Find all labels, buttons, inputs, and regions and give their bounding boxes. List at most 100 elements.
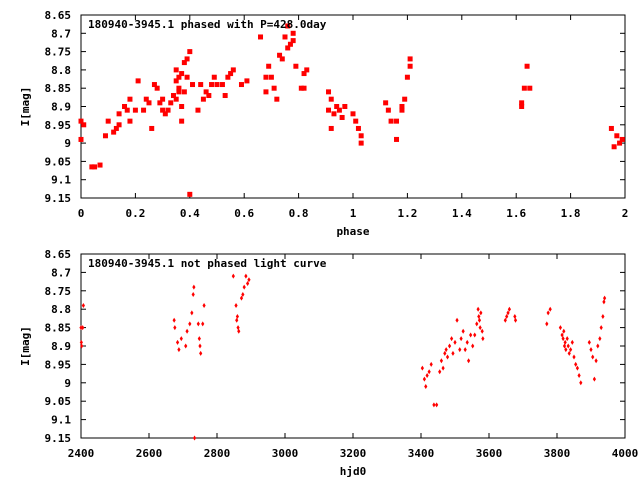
data-point bbox=[165, 107, 171, 113]
data-point bbox=[453, 339, 457, 345]
data-point bbox=[353, 118, 359, 124]
data-point bbox=[388, 118, 394, 124]
data-point bbox=[422, 376, 426, 382]
data-point bbox=[151, 82, 157, 88]
phased-plot-y-tick-label: 9.05 bbox=[45, 155, 72, 168]
data-point bbox=[461, 328, 465, 334]
data-point bbox=[334, 104, 340, 109]
data-point bbox=[201, 321, 205, 327]
phased-plot-y-axis-label: I[mag] bbox=[19, 87, 32, 127]
data-point bbox=[521, 85, 527, 91]
data-point bbox=[445, 354, 450, 360]
data-point bbox=[81, 303, 85, 309]
data-point bbox=[560, 332, 564, 338]
data-point bbox=[326, 107, 332, 113]
unphased-plot-y-tick-label: 8.7 bbox=[51, 266, 71, 279]
data-point bbox=[617, 140, 623, 146]
data-point bbox=[225, 74, 231, 80]
phased-plot-y-tick-label: 8.8 bbox=[51, 64, 71, 77]
phased-plot-ticks: 0 0.2 0.4 0.6 0.8 1 1.2 1.4 1.6 1.8 2 8.65 8.7 8.75 8.… bbox=[45, 9, 629, 220]
data-point bbox=[266, 63, 272, 69]
data-point bbox=[238, 82, 244, 88]
data-point bbox=[192, 435, 197, 441]
data-point bbox=[157, 100, 163, 106]
data-point bbox=[79, 325, 83, 331]
data-point bbox=[78, 136, 84, 142]
unphased-plot-y-tick-label: 8.75 bbox=[45, 285, 72, 298]
data-point bbox=[451, 350, 455, 356]
data-point bbox=[149, 125, 155, 131]
data-point bbox=[175, 339, 180, 345]
data-point bbox=[592, 376, 596, 382]
data-point bbox=[524, 63, 530, 69]
data-point bbox=[355, 125, 361, 131]
data-point bbox=[268, 74, 274, 80]
data-point bbox=[146, 100, 152, 106]
phased-plot-y-tick-label: 9 bbox=[64, 137, 71, 150]
data-point bbox=[473, 332, 477, 338]
unphased-plot-y-tick-label: 9.15 bbox=[45, 432, 72, 445]
data-point bbox=[234, 303, 238, 309]
phased-plot-x-tick-label: 0.6 bbox=[234, 207, 254, 220]
data-point bbox=[197, 336, 201, 342]
data-point bbox=[179, 104, 185, 109]
data-point bbox=[562, 328, 566, 334]
data-point bbox=[228, 71, 234, 77]
data-point bbox=[97, 162, 103, 168]
unphased-plot-x-tick-label: 3800 bbox=[544, 447, 571, 460]
data-point bbox=[513, 317, 518, 323]
data-point bbox=[469, 332, 473, 338]
data-point bbox=[176, 89, 182, 95]
unphased-plot-y-tick-label: 8.85 bbox=[45, 322, 72, 335]
data-point bbox=[402, 96, 408, 102]
data-point bbox=[385, 107, 391, 113]
data-point bbox=[187, 49, 193, 55]
data-point bbox=[394, 118, 400, 124]
data-point bbox=[271, 85, 277, 91]
data-point bbox=[429, 361, 433, 367]
data-point bbox=[432, 402, 436, 408]
data-point bbox=[122, 104, 128, 109]
data-point bbox=[80, 343, 84, 349]
data-point bbox=[596, 343, 600, 349]
data-point bbox=[181, 89, 187, 95]
data-point bbox=[177, 347, 181, 353]
data-point bbox=[399, 104, 405, 109]
data-point bbox=[298, 85, 304, 91]
unphased-plot-y-axis-label: I[mag] bbox=[19, 326, 32, 366]
data-point bbox=[562, 343, 567, 349]
data-point bbox=[162, 111, 168, 117]
data-point bbox=[195, 107, 201, 113]
phased-plot-x-tick-label: 1.8 bbox=[561, 207, 581, 220]
data-point bbox=[200, 96, 206, 102]
data-point bbox=[328, 96, 334, 102]
data-point bbox=[172, 317, 176, 323]
phased-plot-y-tick-label: 9.1 bbox=[51, 174, 71, 187]
data-point bbox=[476, 306, 480, 312]
phased-plot-x-tick-label: 1 bbox=[350, 207, 357, 220]
data-point bbox=[505, 314, 509, 320]
data-point bbox=[471, 343, 475, 349]
data-point bbox=[239, 295, 244, 301]
data-point bbox=[301, 85, 307, 91]
data-point bbox=[141, 107, 147, 113]
data-point bbox=[282, 34, 288, 40]
phased-plot-y-tick-label: 9.15 bbox=[45, 192, 72, 205]
data-point bbox=[173, 67, 179, 73]
data-point bbox=[447, 343, 452, 349]
data-point bbox=[358, 133, 364, 139]
unphased-plot-x-tick-label: 3200 bbox=[340, 447, 367, 460]
data-point bbox=[241, 291, 245, 297]
data-point bbox=[199, 350, 203, 356]
data-point bbox=[102, 133, 108, 139]
phased-plot-frame bbox=[80, 14, 626, 199]
data-point bbox=[160, 96, 166, 102]
data-point bbox=[290, 38, 296, 44]
data-point bbox=[81, 325, 85, 331]
data-point bbox=[279, 56, 285, 62]
data-point bbox=[211, 74, 217, 80]
data-point bbox=[481, 336, 485, 342]
data-point bbox=[258, 34, 264, 40]
data-point bbox=[132, 107, 138, 113]
data-point bbox=[127, 96, 133, 102]
